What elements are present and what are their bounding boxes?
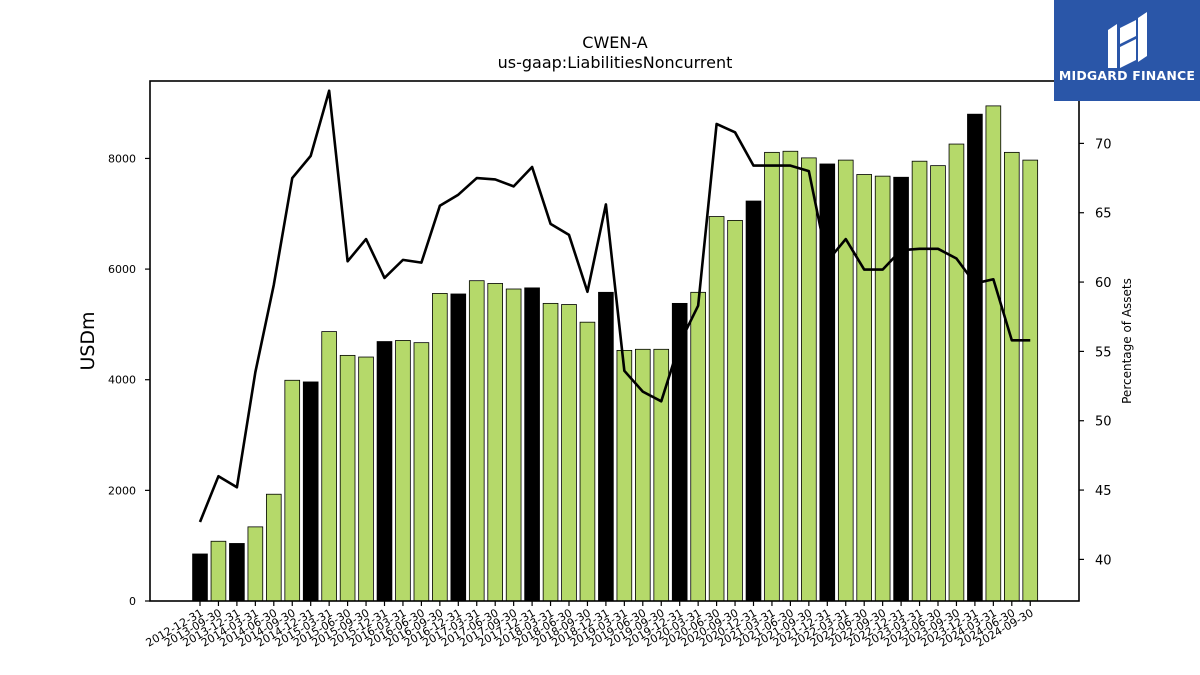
- bar-2023-03-31: [911, 160, 928, 602]
- bar-2023-06-30: [930, 165, 946, 602]
- chart-subtitle: us-gaap:LiabilitiesNoncurrent: [498, 53, 733, 72]
- bar-2017-03-31: [468, 280, 485, 602]
- bar-2020-09-30: [727, 219, 743, 602]
- bar-2018-12-31: [598, 291, 614, 602]
- bar-2018-06-30: [561, 304, 577, 602]
- y2-tick-label: 60: [1095, 276, 1112, 291]
- y-tick-label: 8000: [108, 152, 136, 165]
- y-tick-label: 0: [129, 595, 136, 608]
- bar-2023-12-31: [967, 113, 983, 602]
- bar-2022-03-31: [837, 159, 854, 602]
- y2-tick-label: 40: [1095, 553, 1112, 568]
- bar-2019-12-31: [671, 302, 688, 602]
- bar-2018-09-30: [579, 321, 596, 602]
- bar-2020-03-31: [690, 291, 706, 602]
- bar-2017-12-31: [524, 287, 540, 602]
- y-axis-label: USDm: [77, 311, 99, 370]
- bar-2016-12-31: [450, 293, 467, 602]
- bar-2015-09-30: [358, 356, 374, 602]
- bar-2021-06-30: [782, 150, 799, 602]
- bar-2020-06-30: [708, 216, 725, 602]
- bar-2014-03-31: [247, 526, 264, 602]
- logo-text: MIDGARD FINANCE: [1058, 68, 1196, 83]
- y2-tick-label: 70: [1095, 137, 1112, 152]
- axes: 02000400060008000404550556065702012-12-3…: [108, 80, 1112, 650]
- bar-2016-06-30: [413, 342, 430, 602]
- bar-2013-09-30: [210, 540, 227, 602]
- logo-mark-icon: [1108, 12, 1147, 68]
- bar-2012-12-31: [192, 553, 208, 602]
- bar-2013-12-31: [229, 543, 245, 602]
- bar-2015-03-31: [321, 331, 337, 602]
- chart-title: CWEN-A: [582, 33, 647, 52]
- bar-2024-06-30: [1004, 151, 1020, 602]
- bar-2017-09-30: [505, 288, 522, 602]
- bar-2022-06-30: [856, 174, 872, 602]
- bar-2022-12-31: [893, 176, 909, 602]
- pct-of-assets-line: [198, 89, 1031, 523]
- y-tick-label: 6000: [108, 263, 136, 276]
- y2-axis-label: Percentage of Assets: [1120, 278, 1134, 404]
- bar-2015-12-31: [376, 341, 393, 602]
- y2-tick-label: 50: [1095, 415, 1112, 430]
- y-tick-label: 2000: [108, 484, 136, 497]
- bar-2014-09-30: [284, 379, 301, 602]
- pct-line-layer: [198, 89, 1031, 523]
- bar-2018-03-31: [542, 302, 559, 602]
- bar-2014-06-30: [265, 493, 282, 602]
- bar-2024-03-31: [985, 105, 1002, 602]
- y-tick-label: 4000: [108, 374, 136, 387]
- brand-logo: MIDGARD FINANCE: [1054, 0, 1200, 101]
- bars: [192, 105, 1039, 602]
- y2-tick-label: 55: [1095, 345, 1112, 360]
- plot-frame: [149, 80, 1080, 602]
- bar-2016-09-30: [432, 293, 448, 602]
- bar-2019-03-31: [616, 349, 633, 602]
- bar-2014-12-31: [302, 381, 319, 602]
- bar-2015-06-30: [339, 354, 356, 602]
- bar-2020-12-31: [745, 200, 762, 602]
- bar-2021-09-30: [801, 157, 817, 602]
- bar-2021-03-31: [764, 151, 780, 602]
- y2-tick-label: 45: [1095, 484, 1112, 499]
- bar-2024-09-30: [1022, 159, 1039, 602]
- y2-tick-label: 65: [1095, 207, 1112, 222]
- bar-2016-03-31: [395, 340, 411, 602]
- bar-2023-09-30: [948, 143, 965, 602]
- bar-2022-09-30: [874, 175, 891, 602]
- bar-2017-06-30: [487, 283, 503, 602]
